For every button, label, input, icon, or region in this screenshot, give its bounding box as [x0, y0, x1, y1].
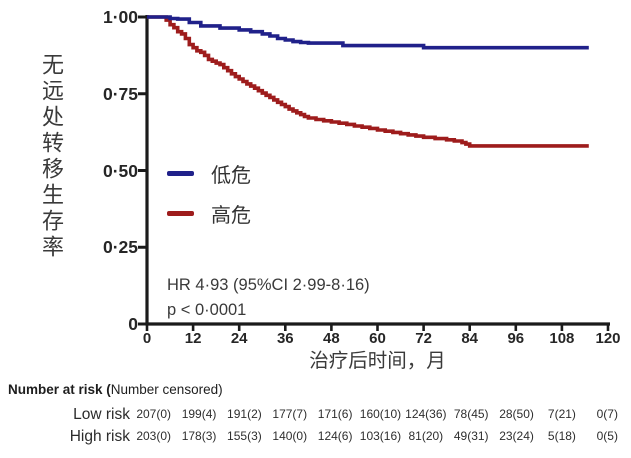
risk-count-cell: 103(16)	[359, 429, 402, 443]
risk-row-high-label: High risk	[69, 428, 130, 445]
risk-table-header-bold: Number at risk (	[8, 382, 111, 397]
x-tick-label: 0	[142, 330, 152, 347]
x-tick-label: 120	[595, 330, 621, 347]
risk-count-cell: 0(5)	[596, 429, 618, 443]
risk-row-high-values: 203(0) 178(3) 155(3) 140(0) 124(6) 103(16) 81(…	[131, 427, 630, 446]
risk-count-cell: 203(0)	[136, 429, 172, 443]
risk-count-cell: 171(6)	[317, 407, 353, 421]
y-tick-label: 0·50	[102, 160, 138, 181]
risk-count-cell: 140(0)	[272, 429, 308, 443]
risk-table-header-normal: Number censored)	[110, 382, 223, 397]
x-tick-label: 36	[276, 330, 294, 347]
p-value-text: p < 0·0001	[167, 300, 247, 319]
risk-count-cell: 178(3)	[181, 429, 217, 443]
stats-annotation: HR 4·93 (95%CI 2·99-8·16) p < 0·0001	[167, 273, 370, 323]
risk-count-cell: 124(36)	[405, 407, 447, 421]
risk-count-cell: 78(45)	[453, 407, 489, 421]
hazard-ratio-text: HR 4·93 (95%CI 2·99-8·16)	[167, 276, 370, 294]
y-tick-label: 0·25	[102, 237, 138, 258]
risk-count-cell: 23(24)	[499, 429, 534, 443]
x-tick-label: 108	[549, 330, 575, 347]
high-risk-line-swatch	[167, 211, 194, 216]
risk-count-cell: 0(7)	[596, 407, 618, 421]
risk-row-low-label: Low risk	[73, 406, 130, 423]
legend-item-low-risk: 低危	[167, 159, 251, 188]
risk-count-cell: 160(10)	[359, 407, 402, 421]
low-risk-curve	[147, 15, 589, 50]
risk-row-low: Low risk 207(0) 199(4) 191(2) 177(7) 171(6) 1…	[0, 405, 631, 424]
x-tick-label: 24	[230, 330, 248, 347]
risk-count-cell: 155(3)	[227, 429, 262, 443]
risk-count-cell: 7(21)	[547, 407, 576, 421]
risk-count-cell: 199(4)	[181, 407, 217, 421]
risk-row-high: High risk 203(0) 178(3) 155(3) 140(0) 124(6)…	[0, 427, 631, 446]
y-tick-label: 0·75	[102, 83, 138, 104]
risk-count-cell: 177(7)	[272, 407, 308, 421]
x-tick-label: 60	[369, 330, 386, 347]
risk-count-cell: 207(0)	[136, 407, 172, 421]
legend-item-high-risk: 高危	[167, 199, 251, 228]
risk-count-cell: 49(31)	[453, 429, 489, 443]
risk-count-cell: 124(6)	[317, 429, 353, 443]
low-risk-line-swatch	[167, 171, 194, 176]
risk-count-cell: 81(20)	[408, 429, 444, 443]
legend-label-low-risk: 低危	[211, 165, 251, 187]
risk-count-cell: 191(2)	[227, 407, 262, 421]
risk-row-low-values: 207(0) 199(4) 191(2) 177(7) 171(6) 160(10) 124…	[131, 405, 630, 424]
x-tick-label: 84	[461, 330, 479, 347]
y-axis-title: 无远处转移生存率	[39, 53, 64, 261]
x-tick-label: 48	[323, 330, 340, 347]
legend-label-high-risk: 高危	[211, 205, 251, 227]
x-tick-label: 96	[507, 330, 525, 347]
high-risk-curve	[147, 15, 589, 148]
x-axis-title: 治疗后时间，月	[309, 350, 446, 372]
y-tick-label: 0	[128, 314, 138, 334]
legend: 低危 高危	[167, 159, 251, 239]
risk-count-cell: 28(50)	[499, 407, 534, 421]
risk-count-cell: 5(18)	[547, 429, 576, 443]
x-tick-label: 12	[184, 330, 202, 347]
y-tick-label: 1·00	[102, 7, 138, 27]
x-tick-label: 72	[415, 330, 432, 347]
risk-table-header: Number at risk (Number censored)	[8, 382, 223, 397]
